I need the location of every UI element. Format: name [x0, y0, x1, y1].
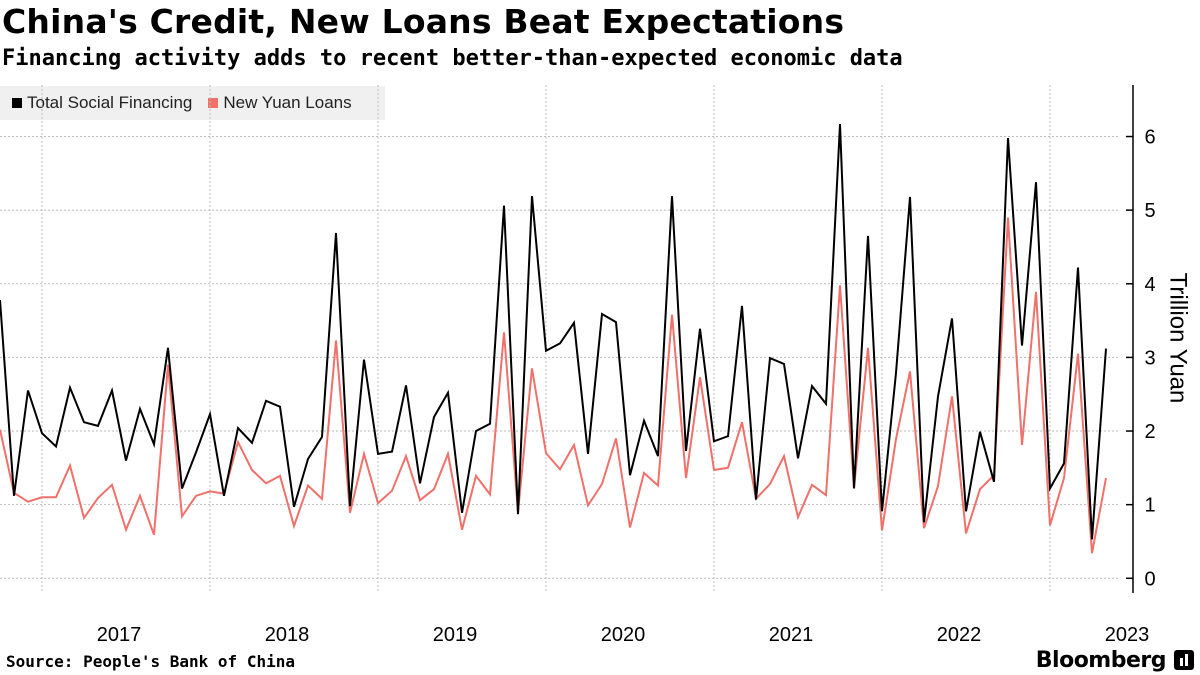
x-tick-label-2022: 2022 — [937, 624, 982, 646]
x-tick-label-2023: 2023 — [1105, 624, 1150, 646]
y-tick-label-0: 0 — [1144, 568, 1155, 590]
y-tick-label-5: 5 — [1144, 200, 1155, 222]
legend-swatch-tsf — [12, 98, 22, 108]
y-tick-label-6: 6 — [1144, 127, 1155, 149]
legend-swatch-loans — [208, 98, 219, 108]
series-lines — [0, 123, 1107, 554]
x-gridlines — [41, 85, 1051, 593]
y-tick-label-4: 4 — [1144, 274, 1155, 296]
x-tick-label-2019: 2019 — [433, 624, 478, 646]
chart-subtitle: Financing activity adds to recent better… — [2, 46, 903, 71]
x-tick-label-2018: 2018 — [265, 624, 310, 646]
series-line-total-social-financing — [0, 123, 1107, 540]
y-axis-label: Trillion Yuan — [1165, 273, 1192, 404]
x-tick-label-2020: 2020 — [601, 624, 646, 646]
legend-item-loans: New Yuan Loans — [208, 93, 352, 113]
y-tick-label-2: 2 — [1144, 421, 1155, 443]
bloomberg-icon — [1174, 650, 1194, 670]
legend-label-loans: New Yuan Loans — [223, 93, 352, 112]
series-line-new-yuan-loans — [0, 217, 1107, 554]
x-tick-label-2021: 2021 — [769, 624, 814, 646]
y-axis: 0 1 2 3 4 5 6 — [1126, 85, 1156, 593]
chart-title: China's Credit, New Loans Beat Expectati… — [2, 2, 845, 41]
x-axis-labels: 2017 2018 2019 2020 2021 2022 2023 — [97, 624, 1150, 646]
y-tick-label-1: 1 — [1144, 495, 1155, 517]
legend-label-tsf: Total Social Financing — [27, 93, 193, 112]
x-tick-label-2017: 2017 — [97, 624, 142, 646]
chart-legend: Total Social Financing New Yuan Loans — [0, 86, 385, 120]
bloomberg-logo: Bloomberg — [1035, 648, 1167, 673]
y-tick-label-3: 3 — [1144, 347, 1155, 369]
legend-item-tsf: Total Social Financing — [12, 93, 192, 113]
source-note: Source: People's Bank of China — [6, 652, 295, 671]
